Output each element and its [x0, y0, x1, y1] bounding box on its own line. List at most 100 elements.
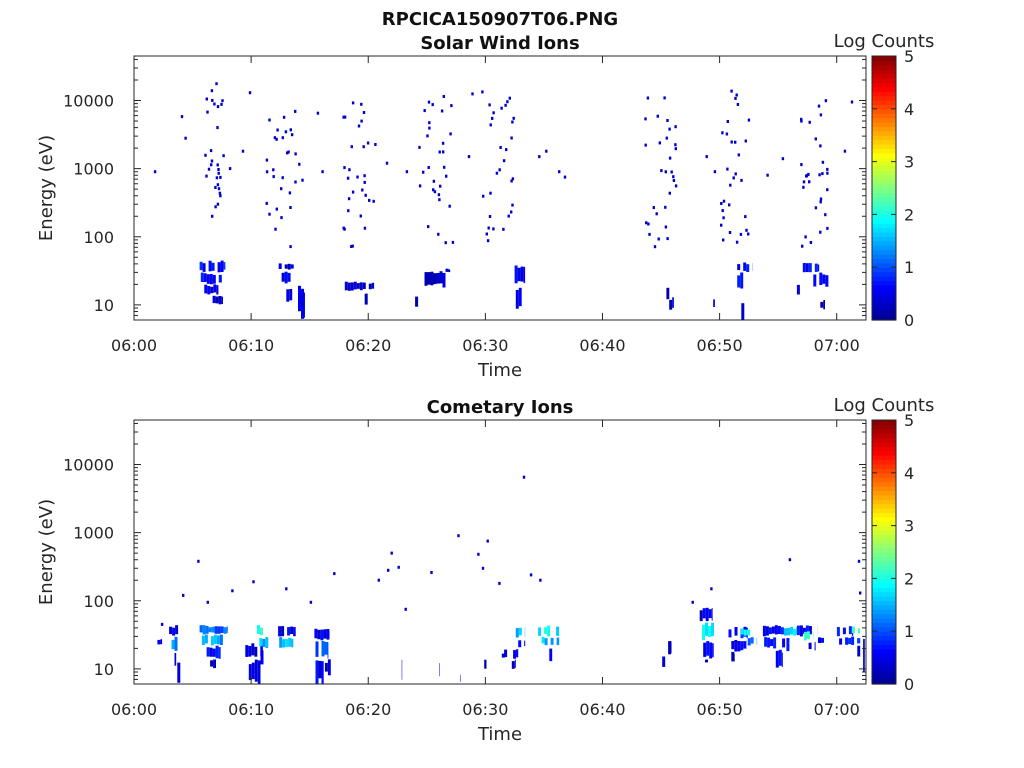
colorbar-segment — [872, 69, 896, 75]
data-point — [272, 168, 275, 172]
data-point — [443, 165, 446, 169]
colorbar-segment — [872, 675, 896, 681]
data-point — [220, 102, 223, 106]
data-point — [648, 232, 651, 236]
data-point — [481, 90, 484, 94]
data-cell — [484, 659, 487, 669]
data-point — [819, 144, 822, 148]
data-cell — [439, 271, 443, 284]
data-point — [728, 203, 731, 207]
data-cell — [803, 631, 807, 641]
data-point — [489, 123, 492, 127]
data-cell — [786, 638, 790, 652]
colorbar-segment — [872, 459, 896, 465]
colorbar-segment — [872, 543, 896, 549]
colorbar-tick-label: 5 — [904, 411, 914, 430]
colorbar-segment — [872, 472, 896, 478]
colorbar-frame — [871, 55, 897, 321]
data-point — [808, 180, 811, 184]
colorbar-segment — [872, 547, 896, 553]
colorbar-segment — [872, 420, 896, 425]
data-point — [442, 150, 445, 154]
colorbar-tick-label: 4 — [904, 100, 914, 119]
data-point — [824, 213, 827, 217]
data-point — [362, 111, 366, 114]
colorbar-segment — [872, 538, 896, 544]
data-point — [800, 163, 803, 167]
data-point — [274, 227, 277, 231]
data-point — [730, 140, 733, 144]
colorbar-segment — [872, 86, 896, 92]
data-cell — [734, 653, 735, 662]
data-point — [275, 137, 278, 141]
data-point — [441, 141, 445, 145]
data-point — [287, 150, 290, 154]
data-point — [674, 147, 677, 151]
data-cell — [327, 642, 329, 659]
axes-frame — [133, 55, 867, 321]
data-point — [298, 162, 301, 166]
data-point — [363, 174, 366, 178]
colorbar-segment — [872, 433, 896, 439]
data-cell — [743, 641, 747, 649]
data-point — [351, 101, 355, 105]
data-point — [819, 197, 823, 201]
colorbar-segment — [872, 512, 896, 518]
colorbar-segment — [872, 424, 896, 430]
data-cell — [257, 625, 260, 634]
data-cell — [212, 274, 216, 284]
data-point — [824, 99, 828, 103]
colorbar-segment — [872, 117, 896, 123]
axes-frame — [133, 419, 867, 685]
data-point — [390, 551, 393, 555]
data-cell — [796, 625, 800, 636]
data-point — [486, 239, 490, 243]
data-cell — [547, 625, 551, 637]
data-point — [180, 115, 184, 119]
data-point — [437, 193, 441, 197]
data-point — [290, 133, 294, 137]
data-cell — [344, 281, 348, 291]
data-point — [732, 176, 735, 180]
data-cell — [206, 647, 210, 657]
colorbar-segment — [872, 311, 896, 317]
data-point — [511, 120, 514, 124]
y-tick-label: 10000 — [63, 456, 114, 475]
data-point — [439, 184, 442, 188]
data-point — [217, 171, 220, 175]
x-tick-label: 06:40 — [579, 336, 625, 355]
colorbar-segment — [872, 188, 896, 193]
data-point — [397, 565, 400, 569]
data-point — [485, 232, 488, 236]
data-cell — [359, 282, 363, 291]
data-cell — [808, 642, 812, 650]
data-cell — [318, 660, 322, 679]
data-point — [248, 91, 252, 95]
colorbar-segment — [872, 428, 896, 434]
data-point — [486, 539, 489, 543]
data-point — [804, 235, 807, 239]
data-point — [153, 170, 157, 174]
data-cell — [287, 627, 291, 636]
data-point — [744, 215, 747, 219]
data-cell — [210, 660, 214, 667]
data-cell — [728, 629, 732, 638]
data-point — [368, 198, 371, 202]
y-axis-label: Energy (eV) — [36, 499, 57, 605]
data-cell — [746, 264, 750, 272]
data-point — [214, 186, 217, 189]
data-point — [449, 132, 452, 136]
plot-area — [134, 420, 866, 684]
data-cell — [705, 607, 709, 622]
data-cell — [248, 664, 252, 681]
data-point — [222, 154, 225, 158]
data-cell — [287, 263, 291, 270]
data-point — [301, 178, 304, 182]
data-point — [351, 244, 354, 248]
data-cell — [819, 272, 823, 285]
data-point — [821, 160, 825, 164]
data-cell — [205, 626, 209, 634]
data-cell — [836, 627, 840, 637]
